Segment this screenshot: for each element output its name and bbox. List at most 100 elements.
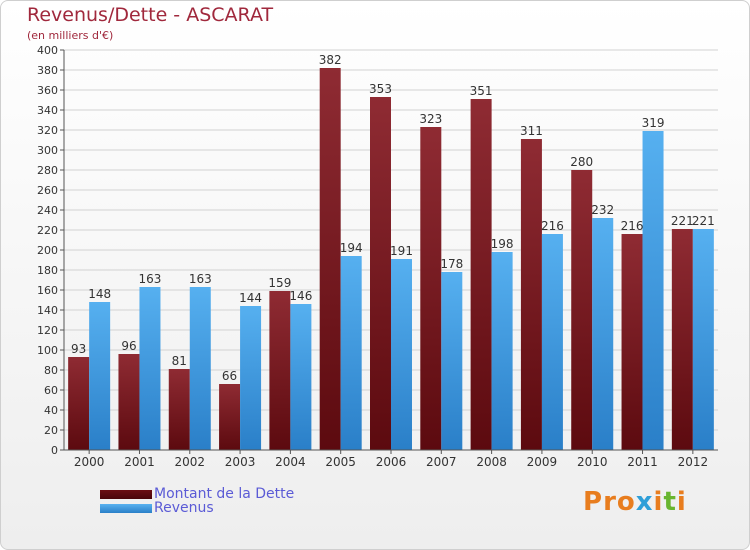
proxiti-logo: Proxiti xyxy=(583,487,687,517)
logo-letter: x xyxy=(635,487,654,517)
bar-revenus-2012 xyxy=(692,229,714,450)
x-tick-label: 2007 xyxy=(426,455,457,469)
x-tick-label: 2001 xyxy=(124,455,155,469)
x-tick-label: 2000 xyxy=(74,455,105,469)
data-label-dette: 81 xyxy=(172,354,187,368)
y-tick-label: 200 xyxy=(37,244,58,257)
data-label-revenus: 216 xyxy=(541,219,564,233)
chart-title: Revenus/Dette - ASCARAT xyxy=(27,4,274,26)
y-tick-label: 280 xyxy=(37,164,58,177)
data-label-revenus: 163 xyxy=(189,272,212,286)
x-tick-label: 2002 xyxy=(174,455,205,469)
bar-revenus-2002 xyxy=(189,287,211,450)
data-label-dette: 311 xyxy=(520,124,543,138)
y-tick-label: 0 xyxy=(51,444,58,457)
logo-letter: i xyxy=(653,487,664,517)
bar-revenus-2010 xyxy=(592,218,614,450)
data-label-revenus: 146 xyxy=(289,289,312,303)
data-label-revenus: 194 xyxy=(340,241,363,255)
bar-revenus-2005 xyxy=(340,256,362,450)
y-tick-label: 260 xyxy=(37,184,58,197)
y-tick-label: 320 xyxy=(37,124,58,137)
bar-dette-2002 xyxy=(168,369,190,450)
y-tick-label: 400 xyxy=(37,44,58,57)
data-label-revenus: 198 xyxy=(491,237,514,251)
x-tick-label: 2006 xyxy=(376,455,407,469)
y-tick-label: 60 xyxy=(44,384,58,397)
logo-letter: r xyxy=(603,487,617,517)
legend-swatch-revenus xyxy=(100,503,152,513)
bar-revenus-2001 xyxy=(139,287,161,450)
y-tick-label: 240 xyxy=(37,204,58,217)
data-label-revenus: 232 xyxy=(591,203,614,217)
legend-item-revenus: Revenus xyxy=(100,500,214,516)
legend-item-debt: Montant de la Dette xyxy=(100,486,294,502)
y-tick-label: 360 xyxy=(37,84,58,97)
x-tick-label: 2005 xyxy=(325,455,356,469)
data-label-revenus: 163 xyxy=(139,272,162,286)
bar-dette-2001 xyxy=(118,354,140,450)
data-label-dette: 280 xyxy=(570,155,593,169)
bar-revenus-2004 xyxy=(290,304,312,450)
data-label-dette: 159 xyxy=(268,276,291,290)
data-label-revenus: 178 xyxy=(440,257,463,271)
bar-revenus-2007 xyxy=(441,272,463,450)
y-tick-label: 180 xyxy=(37,264,58,277)
bar-dette-2000 xyxy=(68,357,90,450)
legend-label-debt: Montant de la Dette xyxy=(154,486,295,502)
bar-dette-2011 xyxy=(621,234,643,450)
x-tick-label: 2009 xyxy=(527,455,558,469)
bar-dette-2006 xyxy=(370,97,391,450)
chart-subtitle: (en milliers d'€) xyxy=(27,29,114,42)
bar-dette-2007 xyxy=(420,127,442,450)
y-tick-label: 300 xyxy=(37,144,58,157)
data-label-revenus: 191 xyxy=(390,244,413,258)
data-label-dette: 221 xyxy=(671,214,694,228)
data-label-revenus: 144 xyxy=(239,291,262,305)
logo-letter: o xyxy=(616,487,636,517)
data-label-dette: 96 xyxy=(121,339,136,353)
x-tick-label: 2008 xyxy=(476,455,507,469)
bar-revenus-2006 xyxy=(391,259,412,450)
bar-dette-2003 xyxy=(219,384,241,450)
data-label-dette: 353 xyxy=(369,82,392,96)
bar-revenus-2011 xyxy=(642,131,664,450)
data-label-dette: 93 xyxy=(71,342,86,356)
bar-dette-2005 xyxy=(319,68,341,450)
bar-revenus-2000 xyxy=(89,302,111,450)
y-tick-label: 100 xyxy=(37,344,58,357)
bar-dette-2012 xyxy=(671,229,693,450)
y-tick-label: 20 xyxy=(44,424,58,437)
bar-revenus-2009 xyxy=(541,234,563,450)
bar-dette-2004 xyxy=(269,291,291,450)
data-label-dette: 216 xyxy=(621,219,644,233)
x-tick-label: 2012 xyxy=(678,455,709,469)
x-tick-label: 2011 xyxy=(627,455,658,469)
x-tick-label: 2003 xyxy=(225,455,256,469)
legend-label-revenus: Revenus xyxy=(154,500,214,516)
y-tick-label: 380 xyxy=(37,64,58,77)
bar-dette-2009 xyxy=(520,139,542,450)
data-label-dette: 323 xyxy=(419,112,442,126)
data-label-dette: 382 xyxy=(319,53,342,67)
bar-dette-2010 xyxy=(571,170,593,450)
x-tick-label: 2010 xyxy=(577,455,608,469)
bar-dette-2008 xyxy=(470,99,492,450)
y-tick-label: 220 xyxy=(37,224,58,237)
bar-revenus-2003 xyxy=(240,306,262,450)
y-tick-label: 80 xyxy=(44,364,58,377)
data-label-revenus: 221 xyxy=(692,214,715,228)
data-label-dette: 66 xyxy=(222,369,237,383)
logo-letter: i xyxy=(676,487,687,517)
y-tick-label: 340 xyxy=(37,104,58,117)
data-label-dette: 351 xyxy=(470,84,493,98)
y-tick-label: 40 xyxy=(44,404,58,417)
y-tick-label: 120 xyxy=(37,324,58,337)
bar-revenus-2008 xyxy=(491,252,513,450)
y-tick-label: 160 xyxy=(37,284,58,297)
logo-letter: P xyxy=(583,487,604,517)
x-tick-label: 2004 xyxy=(275,455,306,469)
data-label-revenus: 148 xyxy=(88,287,111,301)
data-label-revenus: 319 xyxy=(642,116,665,130)
